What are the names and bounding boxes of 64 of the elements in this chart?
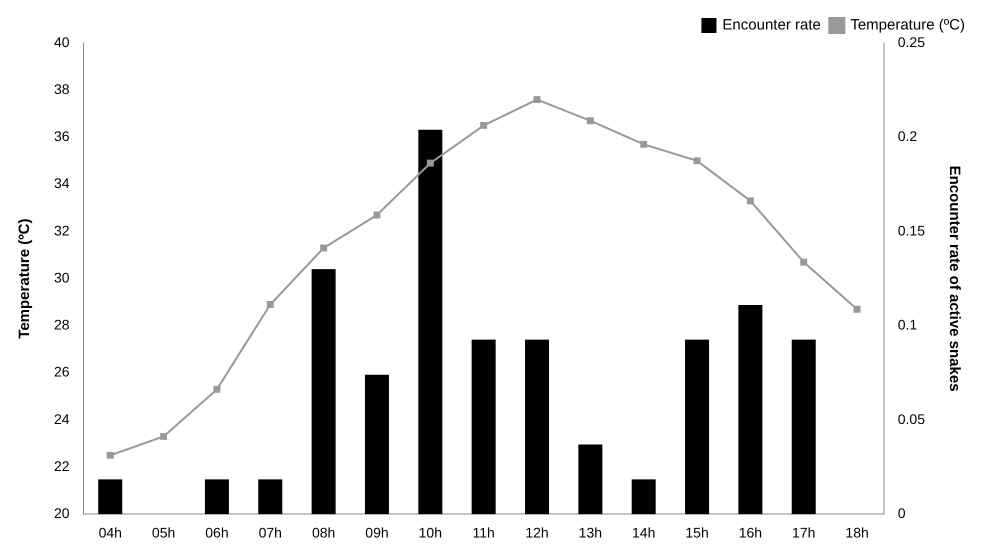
y2-axis-title: Encounter rate of active snakes <box>946 166 963 392</box>
bar <box>685 340 710 514</box>
bar <box>258 479 282 514</box>
bar <box>632 479 656 514</box>
point <box>746 197 754 204</box>
y2-tick-label: 0.15 <box>898 222 926 238</box>
point <box>586 117 594 124</box>
y-tick-label: 40 <box>54 34 70 50</box>
point <box>373 212 380 218</box>
x-tick-label: 04h <box>98 524 122 540</box>
point <box>426 160 434 167</box>
x-tick-label: 17h <box>792 524 816 540</box>
y-tick-label: 38 <box>54 80 70 97</box>
bar <box>204 479 229 514</box>
bar <box>792 340 816 514</box>
bar <box>364 374 389 514</box>
x-tick-label: 08h <box>312 524 336 540</box>
y2-tick-label: 0.2 <box>898 128 918 144</box>
bar <box>738 304 762 514</box>
x-tick-label: 10h <box>418 524 442 540</box>
x-tick-label: 07h <box>258 524 282 540</box>
x-tick-label: 06h <box>205 524 229 540</box>
y2-tick-label: 0.25 <box>898 34 926 50</box>
y-tick-label: 28 <box>54 316 70 333</box>
y-tick-label: 26 <box>54 364 70 380</box>
point <box>480 122 488 129</box>
x-tick-label: 18h <box>845 524 869 540</box>
point <box>694 157 701 164</box>
x-tick-label: 15h <box>685 524 709 540</box>
legend-label: Temperature (ºC) <box>850 16 966 34</box>
bar <box>525 340 550 514</box>
x-tick-label: 11h <box>472 524 495 540</box>
bar <box>578 444 602 514</box>
point <box>213 386 220 393</box>
x-tick-label: 13h <box>578 524 602 540</box>
legend-label: Encounter rate <box>722 16 821 34</box>
bar <box>418 130 442 514</box>
x-tick-label: 12h <box>525 524 549 540</box>
point <box>106 452 114 459</box>
point <box>160 432 168 440</box>
point <box>640 140 648 148</box>
y-tick-label: 24 <box>54 410 70 427</box>
bar <box>98 479 122 514</box>
y-tick-label: 22 <box>54 458 70 474</box>
bar <box>472 340 496 514</box>
y-tick-label: 30 <box>54 269 70 286</box>
point <box>320 244 328 252</box>
y2-tick-label: 0.1 <box>898 316 918 333</box>
y-tick-label: 34 <box>54 175 70 192</box>
y-axis-title: Temperature (ºC) <box>16 218 34 339</box>
x-tick-label: 14h <box>632 524 656 540</box>
y2-tick-label: 0 <box>898 505 906 522</box>
x-tick-label: 16h <box>738 524 762 540</box>
point <box>534 96 540 104</box>
x-tick-label: 05h <box>152 524 176 540</box>
y2-tick-label: 0.05 <box>898 410 926 427</box>
y-tick-label: 32 <box>54 222 70 238</box>
x-tick-label: 09h <box>365 524 389 540</box>
bar <box>312 269 336 514</box>
point <box>266 301 274 308</box>
y-tick-label: 36 <box>54 128 70 144</box>
y-tick-label: 20 <box>54 505 70 522</box>
point <box>854 306 861 313</box>
point <box>800 258 808 266</box>
